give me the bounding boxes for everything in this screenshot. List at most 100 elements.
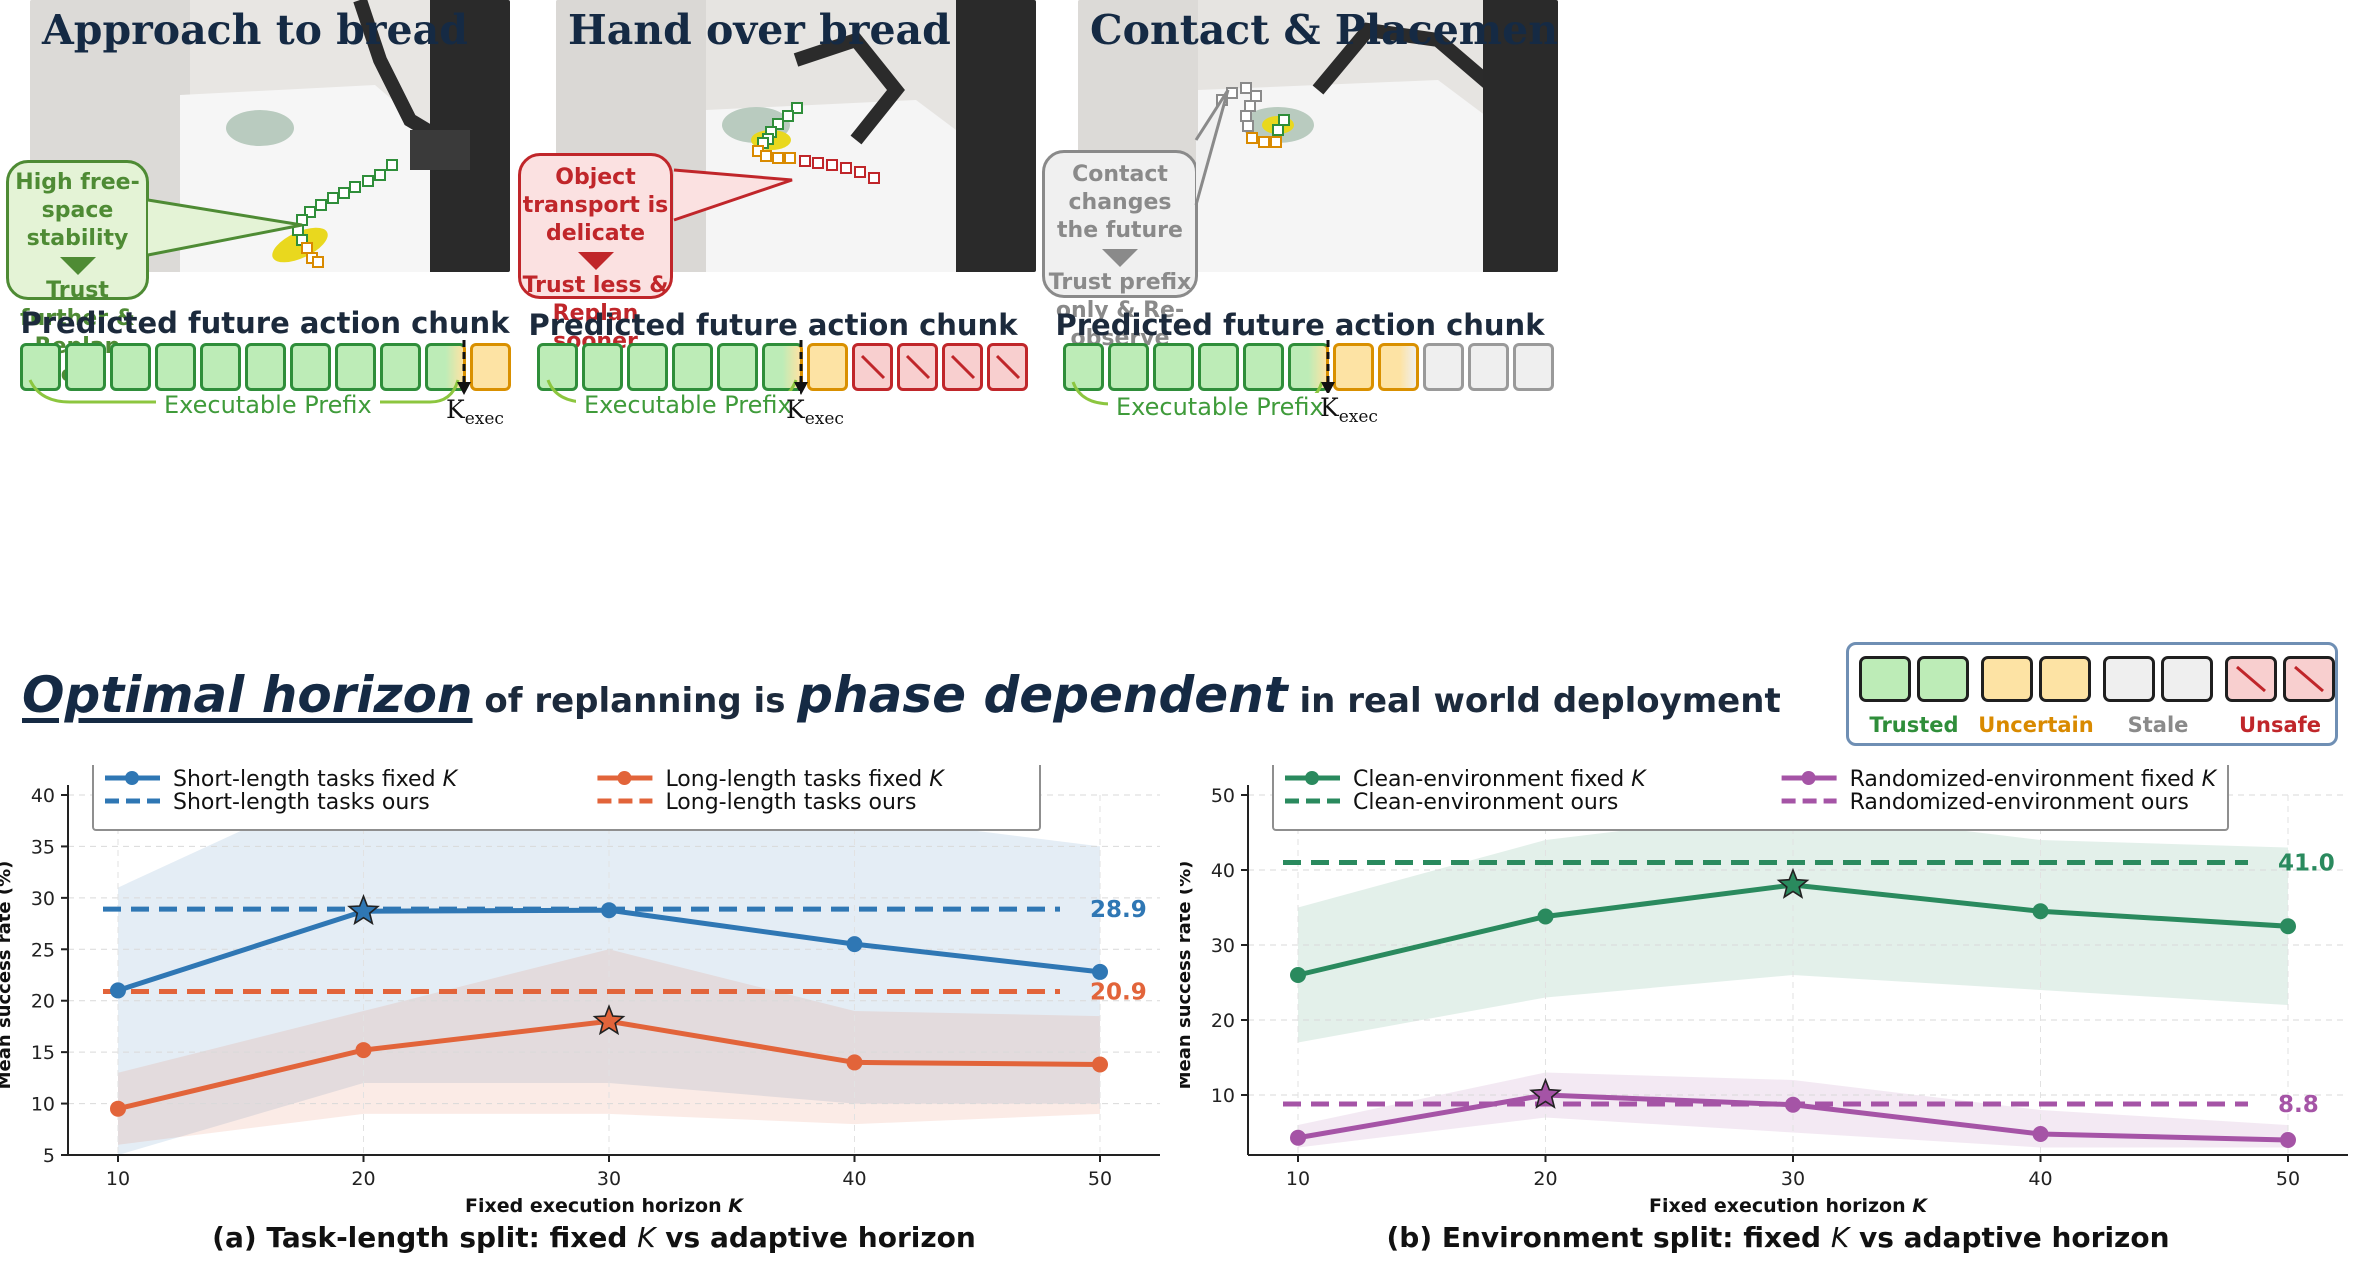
action-cell-trusted — [1063, 343, 1104, 391]
slash-icon — [995, 354, 1021, 380]
x-axis-label: Fixed execution horizon K — [465, 1195, 744, 1217]
legend-label: Clean-environment ours — [1353, 790, 1618, 815]
trajectory-marker — [304, 206, 316, 218]
trajectory-marker — [784, 152, 796, 164]
slash-icon — [2236, 665, 2266, 693]
y-tick-label: 40 — [1211, 860, 1235, 882]
data-point — [1092, 963, 1108, 980]
reference-value-label: 20.9 — [1090, 979, 1147, 1005]
data-point — [2280, 918, 2296, 935]
trajectory-overlay — [292, 82, 1290, 268]
action-cell-stale — [1468, 343, 1509, 391]
y-tick-label: 20 — [1211, 1010, 1235, 1032]
x-tick-label: 40 — [842, 1168, 866, 1190]
bubble-approach: High free-space stability Trust further … — [6, 160, 149, 387]
legend-label: Short-length tasks fixed K — [173, 767, 459, 792]
bubble-tail — [673, 168, 793, 222]
action-cell-blend2 — [1378, 343, 1419, 391]
action-cell-trusted — [1153, 343, 1194, 391]
bubble-placement: Contact changes the future Trust prefix … — [1042, 150, 1198, 351]
down-arrow-icon — [59, 257, 96, 275]
robot-scene-image — [30, 0, 510, 272]
legend-swatch-trusted — [1917, 656, 1969, 702]
chart-legend — [1272, 765, 2229, 831]
legend-label-uncertain: Uncertain — [1978, 713, 2094, 737]
trajectory-marker — [760, 150, 772, 162]
action-cell-trusted — [380, 343, 421, 391]
action-cell-trusted — [245, 343, 286, 391]
action-cell-trusted — [1198, 343, 1239, 391]
bubble-text-top: High free-space stability — [15, 170, 140, 251]
bubble-text-bottom: Trust less & Replan sooner — [522, 273, 669, 354]
slash-icon — [905, 354, 931, 380]
legend-label: Long-length tasks fixed K — [665, 767, 945, 792]
trajectory-marker — [782, 110, 794, 122]
slash-icon — [950, 354, 976, 380]
kexec-label: Kexec — [786, 395, 844, 429]
chart-environment: 10 20 30 40 50 10 20 30 40 50 41.0 8.8 Clean-environ… — [1180, 765, 2348, 1254]
x-tick-label: 40 — [2028, 1168, 2052, 1190]
y-tick-label: 5 — [43, 1145, 55, 1167]
action-cell-trusted — [335, 343, 376, 391]
prefix-label: Executable Prefix — [1108, 393, 1332, 421]
headline-text: of replanning is — [472, 681, 798, 721]
prefix-label: Executable Prefix — [576, 391, 800, 419]
chart-task-length: 5 10 15 20 25 30 35 40 10 20 30 40 50 28.9 20.9 Short-l… — [0, 765, 1160, 1254]
reference-value-label: 8.8 — [2278, 1092, 2319, 1118]
legend-marker — [1801, 771, 1816, 785]
data-point — [1092, 1056, 1108, 1073]
trajectory-marker — [374, 169, 386, 181]
headline: Optimal horizon of replanning is phase d… — [22, 666, 1781, 724]
legend-marker — [617, 771, 632, 785]
legend-swatch-unsafe — [2283, 656, 2335, 702]
action-cell-uncertain — [807, 343, 848, 391]
chart-title: (a) Task-length split: fixed K vs adapti… — [212, 1221, 976, 1254]
trajectory-marker — [772, 152, 784, 164]
data-point — [355, 1042, 372, 1059]
reference-value-label: 41.0 — [2278, 851, 2335, 877]
x-tick-label: 50 — [1088, 1168, 1112, 1190]
x-tick-label: 30 — [597, 1168, 621, 1190]
y-tick-label: 35 — [31, 836, 55, 858]
data-point — [1537, 908, 1554, 925]
trajectory-marker — [799, 155, 811, 167]
y-tick-label: 20 — [31, 991, 55, 1013]
trajectory-marker — [1250, 90, 1262, 102]
data-point — [2032, 903, 2049, 920]
legend-label-stale: Stale — [2127, 713, 2189, 737]
x-tick-label: 10 — [1286, 1168, 1310, 1190]
best-point-star — [592, 1004, 626, 1036]
y-tick-label: 10 — [1211, 1085, 1235, 1107]
data-point — [846, 1054, 863, 1071]
trajectory-marker — [772, 118, 784, 130]
kexec-subscript: exec — [804, 409, 844, 429]
trajectory-marker — [1258, 136, 1270, 148]
data-point — [601, 902, 617, 919]
action-cell-trusted — [627, 343, 668, 391]
chunk-title: Predicted future action chunk — [1055, 308, 1545, 342]
kexec-symbol: K — [446, 395, 465, 424]
trajectory-marker — [338, 187, 350, 199]
action-cell-stale — [1513, 343, 1554, 391]
trajectory-marker — [1278, 114, 1290, 126]
trajectory-marker — [315, 199, 327, 211]
kexec-subscript: exec — [1338, 407, 1378, 427]
status-legend: Trusted Uncertain Stale Unsafe — [1846, 642, 2338, 746]
best-point-star — [1529, 1077, 1562, 1109]
legend-label-unsafe: Unsafe — [2238, 713, 2322, 737]
data-point — [2280, 1132, 2296, 1148]
legend-swatch-stale — [2161, 656, 2213, 702]
photo-title: Hand over bread — [568, 6, 951, 54]
data-point — [110, 982, 126, 999]
action-cell-trusted — [110, 343, 151, 391]
chunk-title: Predicted future action chunk — [528, 308, 1018, 342]
action-cell-unsafe — [987, 343, 1028, 391]
legend-label: Randomized-environment fixed K — [1850, 767, 2218, 792]
y-axis-label: Mean success rate (%) — [1180, 861, 1195, 1090]
chart-legend — [92, 765, 1041, 831]
action-cell-unsafe — [942, 343, 983, 391]
best-point-star — [347, 893, 380, 926]
x-tick-label: 10 — [106, 1168, 130, 1190]
action-cell-trusted — [65, 343, 106, 391]
bubble-text-top: Contact changes the future — [1057, 162, 1183, 243]
